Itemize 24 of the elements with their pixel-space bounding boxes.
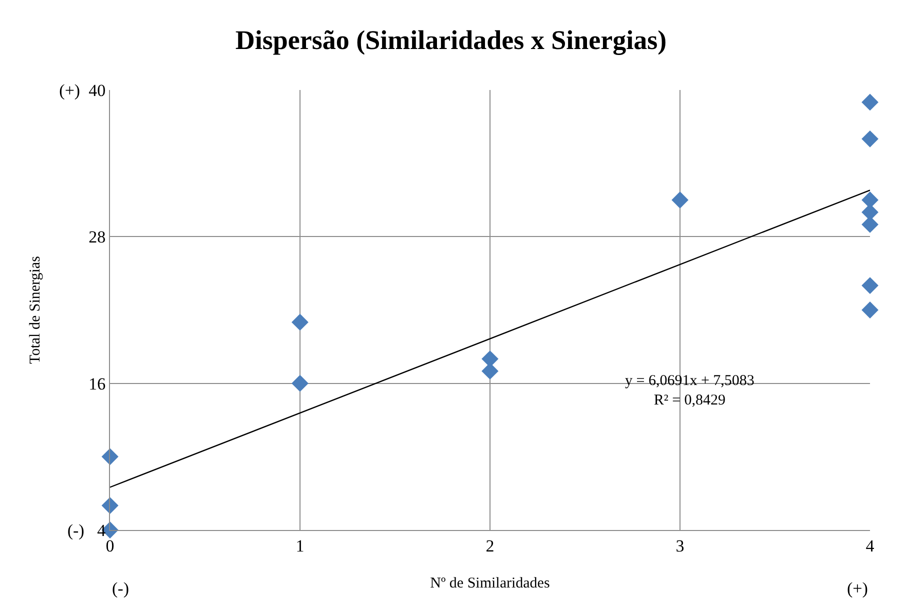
x-tick-label: 1	[296, 536, 304, 556]
point	[862, 302, 878, 318]
point	[102, 497, 118, 514]
y-tick-label: (+) 40	[59, 80, 106, 100]
chart-title: Dispersão (Similaridades x Sinergias)	[235, 25, 667, 56]
x-tick-label: 2	[486, 536, 494, 556]
x-axis-title: Nº de Similaridades	[430, 575, 550, 592]
y-axis-title: Total de Sinergias	[27, 256, 44, 364]
point	[862, 277, 878, 294]
y-tick-label: (-) 4	[67, 520, 106, 540]
point	[672, 192, 688, 208]
point	[292, 314, 308, 331]
point	[862, 130, 878, 148]
y-tick-label: 16	[88, 374, 106, 394]
y-tick-label: 28	[88, 228, 106, 247]
point	[102, 448, 118, 466]
text: (-)	[112, 579, 129, 598]
point	[292, 374, 308, 392]
annotation: y = 6,0691x + 7,5083 R² = 0,8429	[625, 373, 754, 408]
text: (+)	[847, 579, 868, 598]
point	[862, 94, 878, 111]
x-tick-label: 0	[106, 536, 114, 556]
x-tick-label: 4	[866, 536, 875, 556]
x-tick-label: 3	[676, 536, 684, 556]
